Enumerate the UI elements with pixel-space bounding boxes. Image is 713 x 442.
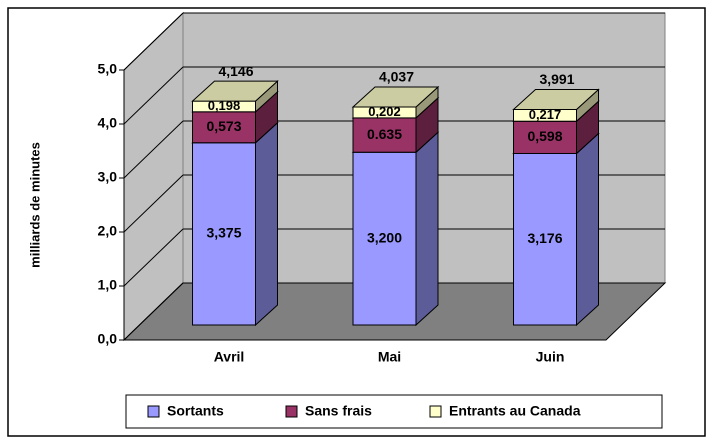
y-axis-label: milliards de minutes — [27, 142, 42, 268]
value-label: 0,573 — [206, 118, 241, 134]
grid-line-side — [123, 174, 184, 233]
bar-segment — [352, 117, 417, 153]
legend — [125, 394, 663, 429]
legend-label: Sortants — [167, 403, 224, 419]
bar-segment — [513, 152, 577, 326]
grid-line-side — [123, 228, 184, 287]
x-tick-label: Juin — [536, 349, 565, 365]
value-label: 0,598 — [527, 128, 562, 144]
total-label: 4,037 — [379, 69, 414, 85]
y-tick-label: 0,0 — [98, 331, 118, 347]
y-tick-label: 4,0 — [98, 115, 118, 131]
bars: 3,375 0,573 0,198 4,146 Avril 3,200 0.635 0,202… — [191, 63, 600, 365]
value-label: 3,176 — [527, 230, 562, 246]
value-label: 0.635 — [367, 126, 402, 142]
grid-line-side — [123, 282, 184, 341]
value-label: 0,217 — [529, 107, 562, 122]
bar-top — [512, 88, 600, 110]
bar-top — [351, 86, 440, 108]
legend-label: Sans frais — [305, 403, 372, 419]
legend-marker — [147, 405, 160, 418]
x-tick-label: Mai — [378, 349, 401, 365]
grid-line-side — [123, 120, 184, 179]
legend-marker — [429, 405, 442, 418]
y-tick-label: 1,0 — [98, 277, 118, 293]
legend-marker — [285, 405, 298, 418]
y-tick-label: 2,0 — [98, 223, 118, 239]
legend-label: Entrants au Canada — [449, 403, 581, 419]
y-tick-label: 5,0 — [98, 61, 118, 77]
grid-line-side — [123, 66, 184, 125]
bar-side — [415, 131, 439, 327]
total-label: 4,146 — [218, 63, 253, 79]
value-label: 3,375 — [206, 225, 241, 241]
bar-top — [191, 80, 279, 102]
bar-side — [576, 132, 599, 327]
legend-items: Sortants Sans frais Entrants au Canada — [147, 403, 581, 419]
value-label: 0,198 — [208, 98, 241, 113]
x-tick-label: Avril — [214, 349, 245, 365]
value-label: 3,200 — [367, 229, 402, 245]
value-label: 0,202 — [368, 104, 401, 119]
bar-side — [255, 121, 278, 327]
bar-segment — [352, 151, 417, 326]
bar-segment — [192, 111, 256, 144]
total-label: 3,991 — [539, 71, 574, 87]
y-tick-label: 3,0 — [98, 169, 118, 185]
grid-line-side — [123, 12, 184, 71]
